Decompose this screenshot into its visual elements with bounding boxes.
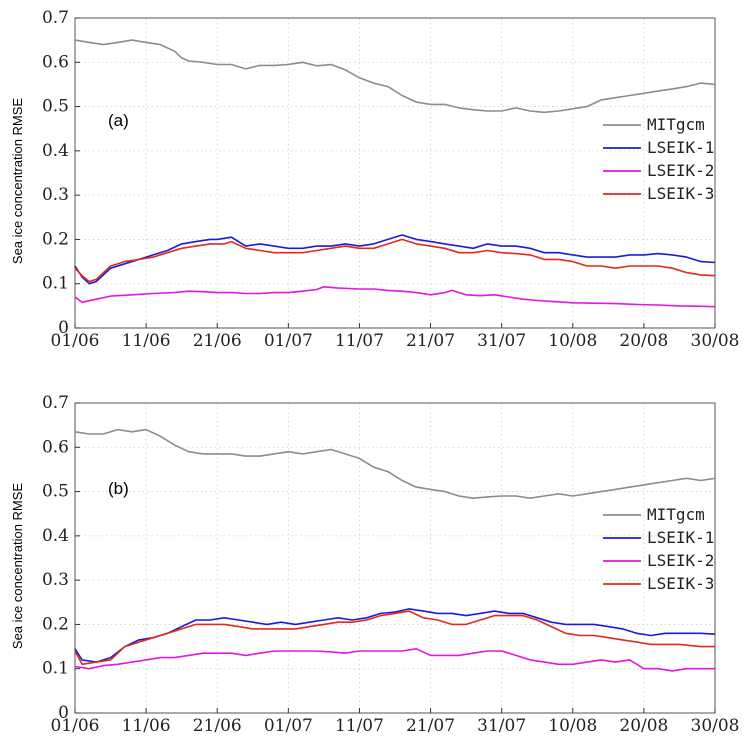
x-tick-label: 10/08 [548, 716, 597, 736]
x-tick-label: 21/06 [193, 716, 242, 736]
series-line-lseik-1 [74, 608, 716, 663]
legend-label: MITgcm [647, 505, 705, 524]
plot-frame [74, 17, 716, 329]
series-line-lseik-2 [74, 648, 715, 672]
x-tick-label: 30/08 [691, 331, 740, 351]
y-tick-label: 0.3 [42, 185, 69, 205]
y-tick-label: 0.7 [42, 393, 69, 413]
x-tick-label: 10/08 [548, 331, 597, 351]
y-tick-label: 0.1 [42, 274, 69, 294]
y-axis-label: Sea ice concentration RMSE [10, 483, 25, 650]
series-line-mitgcm [74, 428, 716, 499]
y-tick-label: 0.6 [42, 52, 69, 72]
series-line-lseik-3 [74, 610, 715, 666]
legend-label: LSEIK-1 [647, 528, 714, 547]
x-tick-label: 31/07 [477, 331, 526, 351]
chart-panel-b: 0 0.1 0.2 0.3 0.4 0.5 0.6 0.7 01/06 11/06 21/06 01/… [10, 393, 740, 736]
plot-frame [74, 402, 716, 714]
series-line-lseik-3 [74, 238, 716, 283]
x-tick-label: 31/07 [477, 716, 526, 736]
y-tick-label: 0 [58, 318, 69, 338]
x-tick-label: 21/07 [406, 716, 455, 736]
y-tick-label: 0.4 [42, 526, 69, 546]
panel-label: (b) [108, 479, 129, 498]
x-tick-label: 11/07 [335, 716, 384, 736]
legend-label: LSEIK-1 [647, 138, 714, 157]
panel-label: (a) [108, 111, 129, 130]
y-tick-label: 0.3 [42, 570, 69, 590]
y-tick-label: 0.1 [42, 659, 69, 679]
x-tick-label: 01/06 [51, 331, 100, 351]
y-tick-label: 0.2 [42, 229, 69, 249]
legend-label: LSEIK-3 [647, 184, 714, 203]
legend-label: LSEIK-2 [647, 161, 714, 180]
series-line-lseik-1 [74, 234, 716, 285]
x-tick-label: 20/08 [619, 716, 668, 736]
y-tick-label: 0.4 [42, 141, 69, 161]
y-tick-label: 0.2 [42, 614, 69, 634]
x-tick-label: 01/06 [51, 716, 100, 736]
x-tick-label: 30/08 [691, 716, 740, 736]
y-tick-label: 0.5 [42, 482, 69, 502]
x-tick-label: 11/07 [335, 331, 384, 351]
y-tick-label: 0 [58, 703, 69, 723]
chart-panel-a: 0 0.1 0.2 0.3 0.4 0.5 0.6 0.7 01/06 11/06 21/06 01/… [10, 8, 740, 351]
y-tick-label: 0.6 [42, 437, 69, 457]
series-line-mitgcm [74, 39, 716, 114]
x-tick-label: 01/07 [264, 716, 313, 736]
x-tick-label: 01/07 [264, 331, 313, 351]
legend-label: LSEIK-3 [647, 574, 714, 593]
legend-label: LSEIK-2 [647, 551, 714, 570]
series-line-lseik-2 [74, 286, 716, 308]
x-tick-label: 11/06 [122, 716, 171, 736]
legend-label: MITgcm [647, 115, 705, 134]
x-tick-label: 21/07 [406, 331, 455, 351]
y-axis-label: Sea ice concentration RMSE [10, 98, 25, 265]
x-tick-label: 21/06 [193, 331, 242, 351]
x-tick-label: 11/06 [122, 331, 171, 351]
y-tick-label: 0.5 [42, 97, 69, 117]
y-tick-label: 0.7 [42, 8, 69, 28]
x-tick-label: 20/08 [619, 331, 668, 351]
